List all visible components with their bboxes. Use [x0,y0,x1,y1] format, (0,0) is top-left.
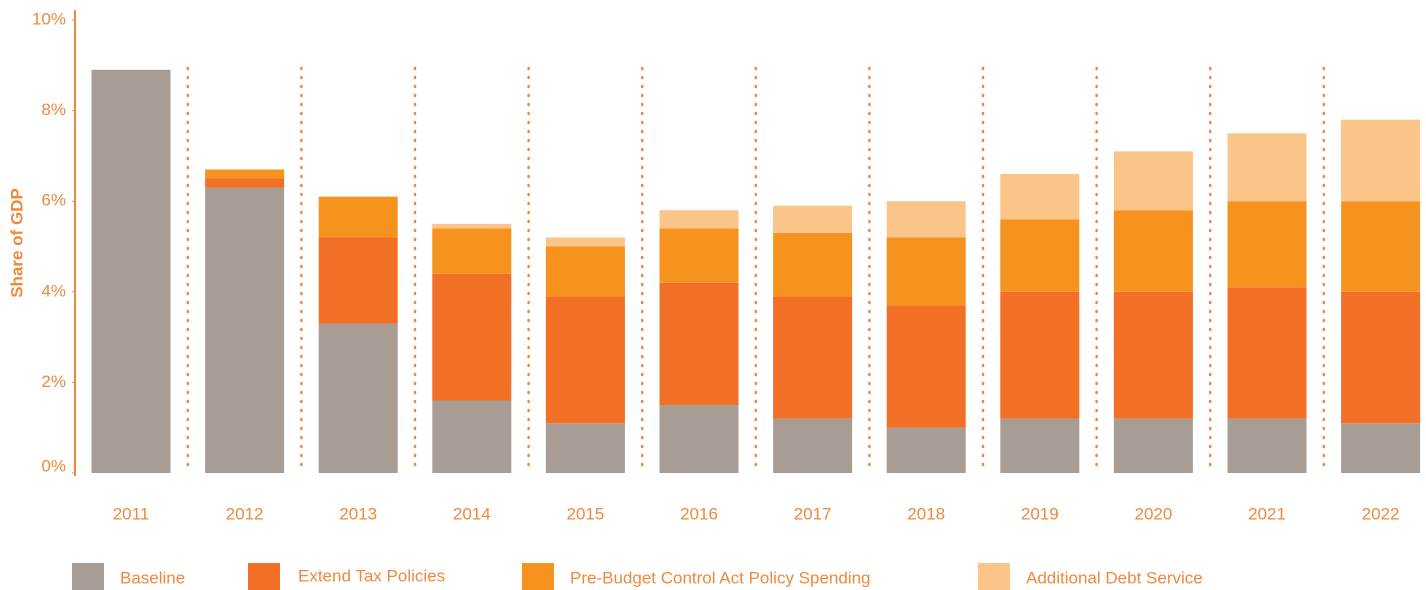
x-tick-label: 2018 [907,504,945,523]
bar-segment [432,273,512,401]
bar-segment [205,178,285,188]
bar-segment [1000,219,1080,292]
bar-segment [773,296,853,419]
x-tick-label: 2014 [453,504,491,523]
bar-segment [1227,287,1307,419]
legend-label: Extend Tax Policies [298,566,445,585]
bar-segment [773,205,853,233]
x-tick-label: 2012 [226,504,264,523]
bar-segment [318,196,398,238]
bar-segment [318,323,398,473]
y-tick-label: 10% [32,9,66,28]
bar-segment [1000,291,1080,419]
bar-segment [886,427,966,473]
bar-segment [91,69,171,473]
bar-segment [773,418,853,473]
bar-segment [545,296,625,424]
bar-segment [318,237,398,324]
bar-segment [1113,291,1193,419]
y-tick-label: 0% [41,456,66,475]
legend-swatch [522,563,554,590]
bar-segment [886,305,966,428]
bar-segment [659,282,739,406]
bar-segment [1113,210,1193,292]
bar-segment [545,246,625,297]
bar-segment [432,228,512,274]
bar-segment [1341,201,1421,292]
bar-segment [1227,201,1307,288]
x-tick-label: 2020 [1134,504,1172,523]
x-tick-label: 2019 [1021,504,1059,523]
bar-segment [886,201,966,238]
bar-segment [545,237,625,247]
bar-segment [1341,119,1421,202]
bar-segment [1000,174,1080,220]
bar-segment [773,232,853,297]
bar-segment [432,223,512,229]
bar-segment [1341,291,1421,424]
bar-segment [1227,133,1307,202]
bar-segment [886,237,966,306]
bar-segment [1000,418,1080,473]
x-tick-label: 2016 [680,504,718,523]
legend-swatch [248,563,280,590]
legend-label: Baseline [120,568,185,587]
x-tick-label: 2021 [1248,504,1286,523]
bar-segment [659,228,739,283]
bar-segment [205,187,285,474]
y-tick-label: 6% [41,191,66,210]
bar-segment [205,169,285,179]
bar-segment [1113,151,1193,211]
legend-label: Pre-Budget Control Act Policy Spending [570,568,871,587]
y-axis-label: Share of GDP [7,188,26,298]
bar-segment [659,210,739,229]
bar-segment [1113,418,1193,473]
bar-segment [545,423,625,473]
legend-label: Additional Debt Service [1026,568,1203,587]
bar-segment [1227,418,1307,473]
bar-segment [432,400,512,473]
x-tick-label: 2013 [339,504,377,523]
x-tick-label: 2015 [566,504,604,523]
legend-swatch [72,563,104,590]
y-tick-label: 2% [41,372,66,391]
bar-segment [659,405,739,473]
legend-swatch [978,563,1010,590]
x-tick-label: 2017 [794,504,832,523]
y-tick-label: 8% [41,100,66,119]
bar-segment [1341,423,1421,473]
x-tick-label: 2011 [113,504,150,523]
x-tick-label: 2022 [1362,504,1400,523]
y-tick-label: 4% [41,281,66,300]
